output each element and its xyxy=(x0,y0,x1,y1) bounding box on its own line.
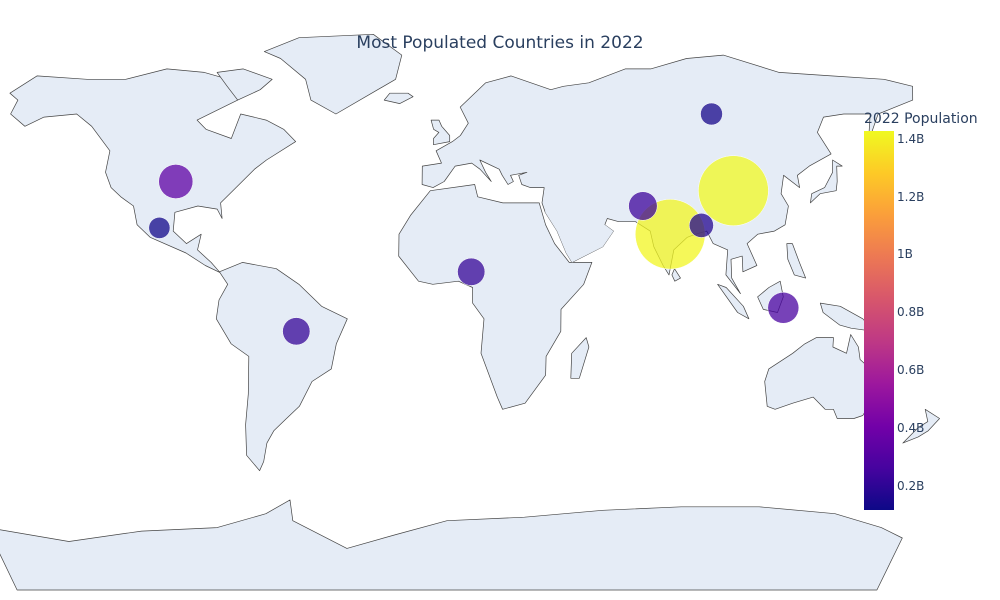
population-marker-7[interactable] xyxy=(689,213,714,238)
land-north-america xyxy=(9,68,297,276)
land-masses xyxy=(0,33,940,591)
land-antarctica xyxy=(0,499,903,591)
land-sumatra xyxy=(717,283,750,320)
land-new-guinea xyxy=(819,302,874,332)
land-new-zealand xyxy=(902,408,940,444)
population-marker-4[interactable] xyxy=(628,191,658,221)
population-marker-2[interactable] xyxy=(158,164,194,199)
population-marker-0[interactable] xyxy=(698,155,769,226)
population-marker-6[interactable] xyxy=(282,317,311,346)
land-madagascar xyxy=(570,337,590,379)
population-markers xyxy=(148,102,800,346)
population-marker-9[interactable] xyxy=(148,217,171,239)
land-greenland xyxy=(263,33,403,115)
land-australia xyxy=(764,334,878,419)
land-sri-lanka xyxy=(671,268,681,282)
land-great-britain xyxy=(430,119,451,146)
colorbar xyxy=(864,131,894,510)
population-marker-5[interactable] xyxy=(457,257,486,286)
population-marker-3[interactable] xyxy=(767,292,800,324)
chart-title: Most Populated Countries in 2022 xyxy=(356,33,644,53)
land-arabia-fill xyxy=(545,187,614,263)
land-japan xyxy=(810,159,843,204)
population-marker-8[interactable] xyxy=(700,102,723,126)
colorbar-title: 2022 Population xyxy=(864,111,978,127)
land-south-america xyxy=(215,262,348,472)
land-philippines xyxy=(786,243,807,279)
land-eurasia xyxy=(421,54,914,295)
land-africa xyxy=(398,184,593,410)
land-baffin xyxy=(216,68,273,101)
land-iceland xyxy=(383,92,414,104)
